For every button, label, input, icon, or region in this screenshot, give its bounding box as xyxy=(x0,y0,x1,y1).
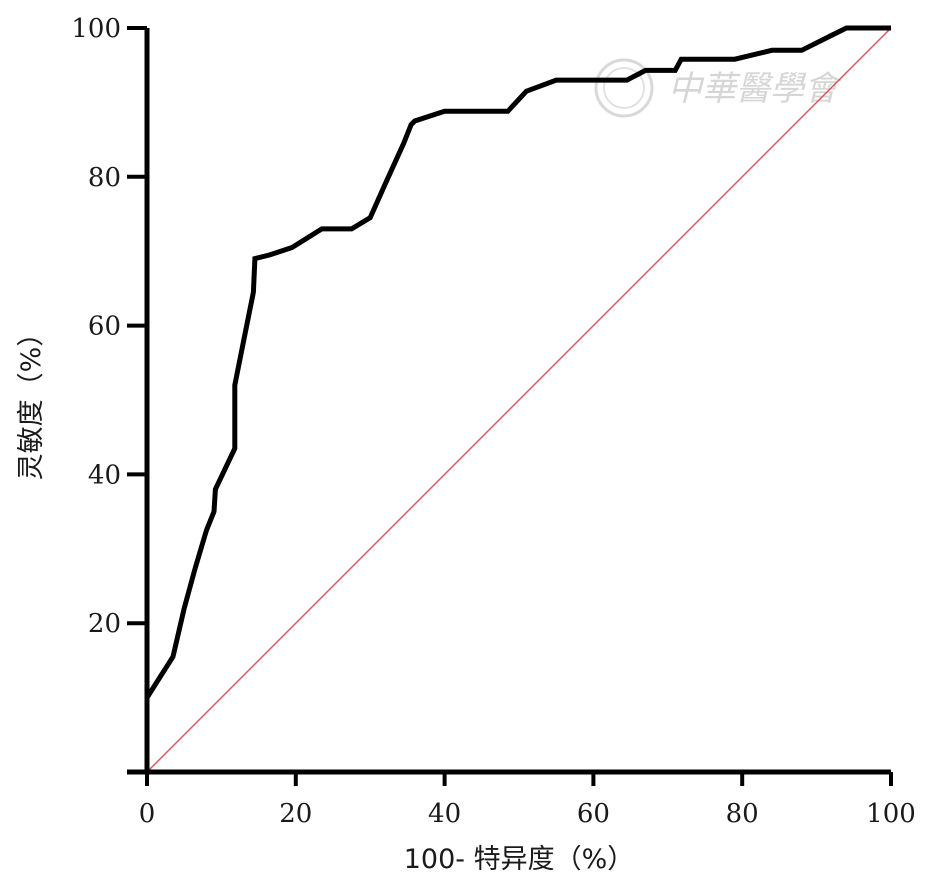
x-tick-label: 20 xyxy=(279,799,312,829)
x-tick-label: 60 xyxy=(577,799,610,829)
plot-area xyxy=(144,25,892,773)
axes xyxy=(127,28,891,775)
y-axis-title: 灵敏度（%） xyxy=(16,320,47,481)
y-tick-label: 40 xyxy=(88,460,121,490)
y-tick-label: 100 xyxy=(71,14,121,44)
roc-curve-line xyxy=(144,25,891,699)
x-tick-label: 40 xyxy=(428,799,461,829)
watermark-seal-icon xyxy=(594,58,654,118)
x-tick-label: 0 xyxy=(139,799,156,829)
watermark-text: 中華醫學會 xyxy=(668,69,843,109)
y-tick-label: 20 xyxy=(88,609,121,639)
reference-diagonal-line xyxy=(146,27,892,773)
watermark: 中華醫學會 xyxy=(594,58,843,118)
x-axis-title: 100- 特异度（%） xyxy=(404,844,635,875)
y-tick-label: 80 xyxy=(88,163,121,193)
x-tick-label: 100 xyxy=(866,799,916,829)
x-tick-label: 80 xyxy=(726,799,759,829)
y-axis-ticks: 20 40 60 80 100 xyxy=(71,14,147,639)
x-axis-ticks: 0 20 40 60 80 100 xyxy=(139,772,916,829)
y-tick-label: 60 xyxy=(88,312,121,342)
